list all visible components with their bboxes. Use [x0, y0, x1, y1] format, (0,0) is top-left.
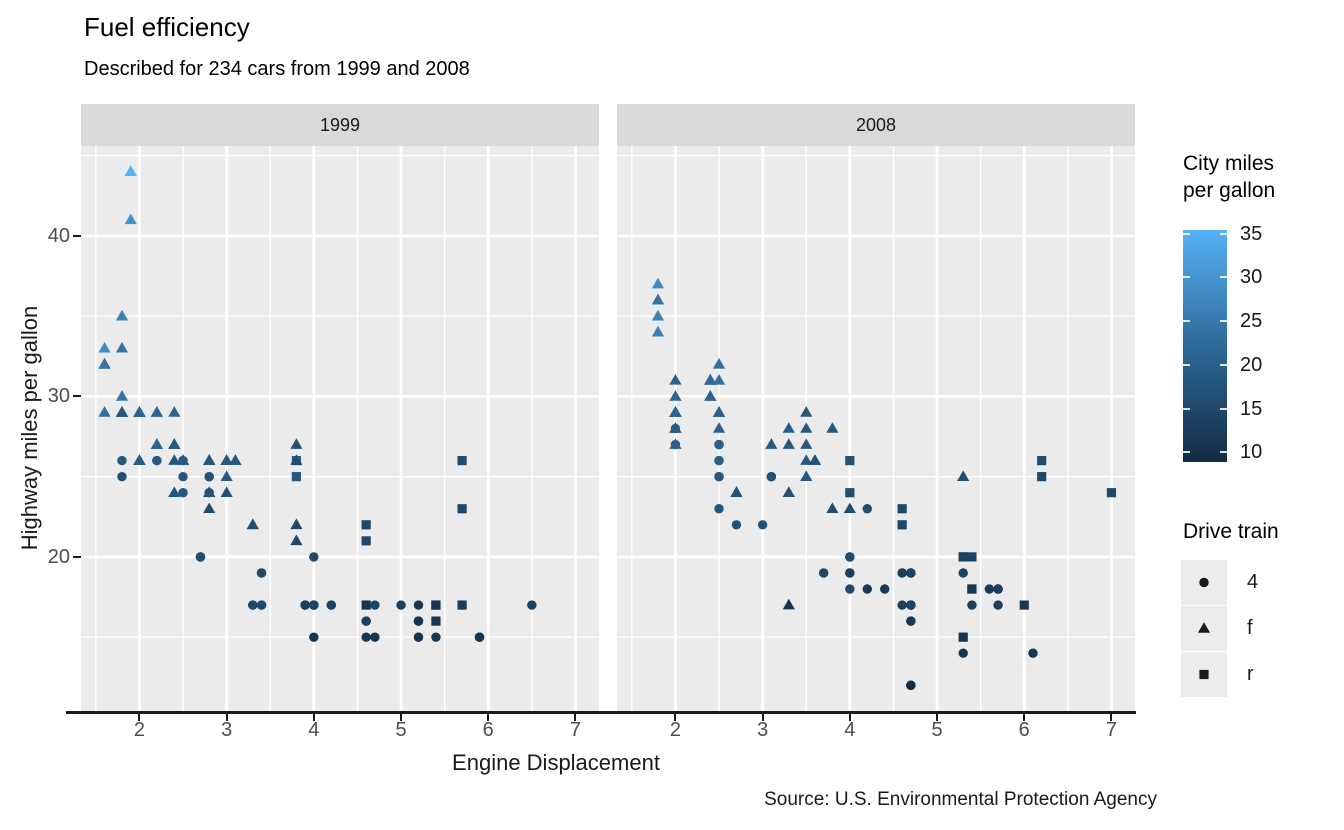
x-axis-line	[66, 711, 1136, 714]
x-tick-mark	[674, 714, 677, 721]
facet-strip-2008: 2008	[617, 104, 1135, 146]
y-tick-mark	[73, 395, 81, 398]
colorbar-tick-right	[1220, 232, 1227, 235]
legend-key-label: f	[1247, 617, 1253, 639]
x-tick-label: 7	[1105, 719, 1118, 741]
x-tick-label: 2	[669, 719, 681, 741]
colorbar-tick-left	[1183, 320, 1190, 323]
facet-panel-1999	[81, 146, 599, 711]
y-tick-label: 20	[47, 545, 70, 568]
colorbar-tick-right	[1220, 320, 1227, 323]
facet-panel-2008	[617, 146, 1135, 711]
colorbar-tick-left	[1183, 276, 1190, 279]
legend-key-label: r	[1247, 663, 1254, 685]
colorbar-tick-right	[1220, 407, 1227, 410]
x-tick-mark	[574, 714, 577, 721]
x-tick-mark	[1110, 714, 1113, 721]
x-tick-mark	[1023, 714, 1026, 721]
x-tick-label: 2	[133, 719, 145, 741]
colorbar-tick-label: 10	[1240, 441, 1263, 464]
facet-strip-label: 1999	[319, 114, 361, 135]
colorbar-tick-right	[1220, 363, 1227, 366]
facet-strip-1999: 1999	[81, 104, 599, 146]
x-tick-mark	[138, 714, 141, 721]
colorbar-tick-left	[1183, 363, 1190, 366]
triangle-icon	[1197, 622, 1211, 633]
colorbar-tick-label: 35	[1240, 222, 1263, 245]
square-icon	[1199, 669, 1209, 680]
colorbar-legend-title: City miles per gallon	[1183, 152, 1276, 202]
x-tick-mark	[936, 714, 939, 721]
x-tick-mark	[400, 714, 403, 721]
colorbar-tick-label: 30	[1240, 266, 1263, 289]
x-tick-label: 5	[395, 719, 407, 741]
y-tick-label: 40	[47, 224, 70, 247]
page-subtitle: Described for 234 cars from 1999 and 200…	[84, 58, 470, 80]
x-axis-title: Engine Displacement	[452, 750, 660, 775]
legend-key-f	[1181, 606, 1227, 651]
page-title: Fuel efficiency	[84, 12, 250, 42]
colorbar-tick-right	[1220, 276, 1227, 279]
x-tick-mark	[487, 714, 490, 721]
y-tick-label: 30	[47, 385, 70, 408]
x-tick-label: 4	[308, 719, 320, 741]
x-tick-label: 3	[757, 719, 769, 741]
x-tick-label: 6	[1018, 719, 1030, 741]
circle-icon	[1199, 577, 1209, 588]
x-tick-label: 4	[844, 719, 856, 741]
colorbar	[1183, 230, 1227, 462]
colorbar-tick-label: 25	[1240, 310, 1263, 333]
x-tick-label: 7	[569, 719, 582, 741]
shape-legend-title: Drive train	[1183, 520, 1279, 543]
facet-strip-label: 2008	[855, 114, 897, 135]
x-tick-mark	[225, 714, 228, 721]
colorbar-tick-left	[1183, 232, 1190, 235]
x-tick-label: 3	[221, 719, 233, 741]
colorbar-tick-left	[1183, 451, 1190, 454]
colorbar-tick-left	[1183, 407, 1190, 410]
x-tick-mark	[312, 714, 315, 721]
x-tick-label: 5	[931, 719, 943, 741]
colorbar-tick-label: 20	[1240, 353, 1263, 376]
x-tick-label: 6	[482, 719, 494, 741]
scatter-points-2008	[617, 146, 1135, 711]
y-axis-title: Highway miles per gallon	[17, 305, 42, 551]
x-tick-mark	[848, 714, 851, 721]
legend-key-r	[1181, 652, 1227, 697]
colorbar-tick-label: 15	[1240, 397, 1263, 420]
y-tick-mark	[73, 555, 81, 558]
caption: Source: U.S. Environmental Protection Ag…	[764, 789, 1157, 810]
legend-key-4	[1181, 560, 1227, 605]
legend-key-label: 4	[1247, 571, 1259, 593]
x-tick-mark	[761, 714, 764, 721]
colorbar-tick-right	[1220, 451, 1227, 454]
y-tick-mark	[73, 234, 81, 237]
scatter-points-1999	[81, 146, 599, 711]
